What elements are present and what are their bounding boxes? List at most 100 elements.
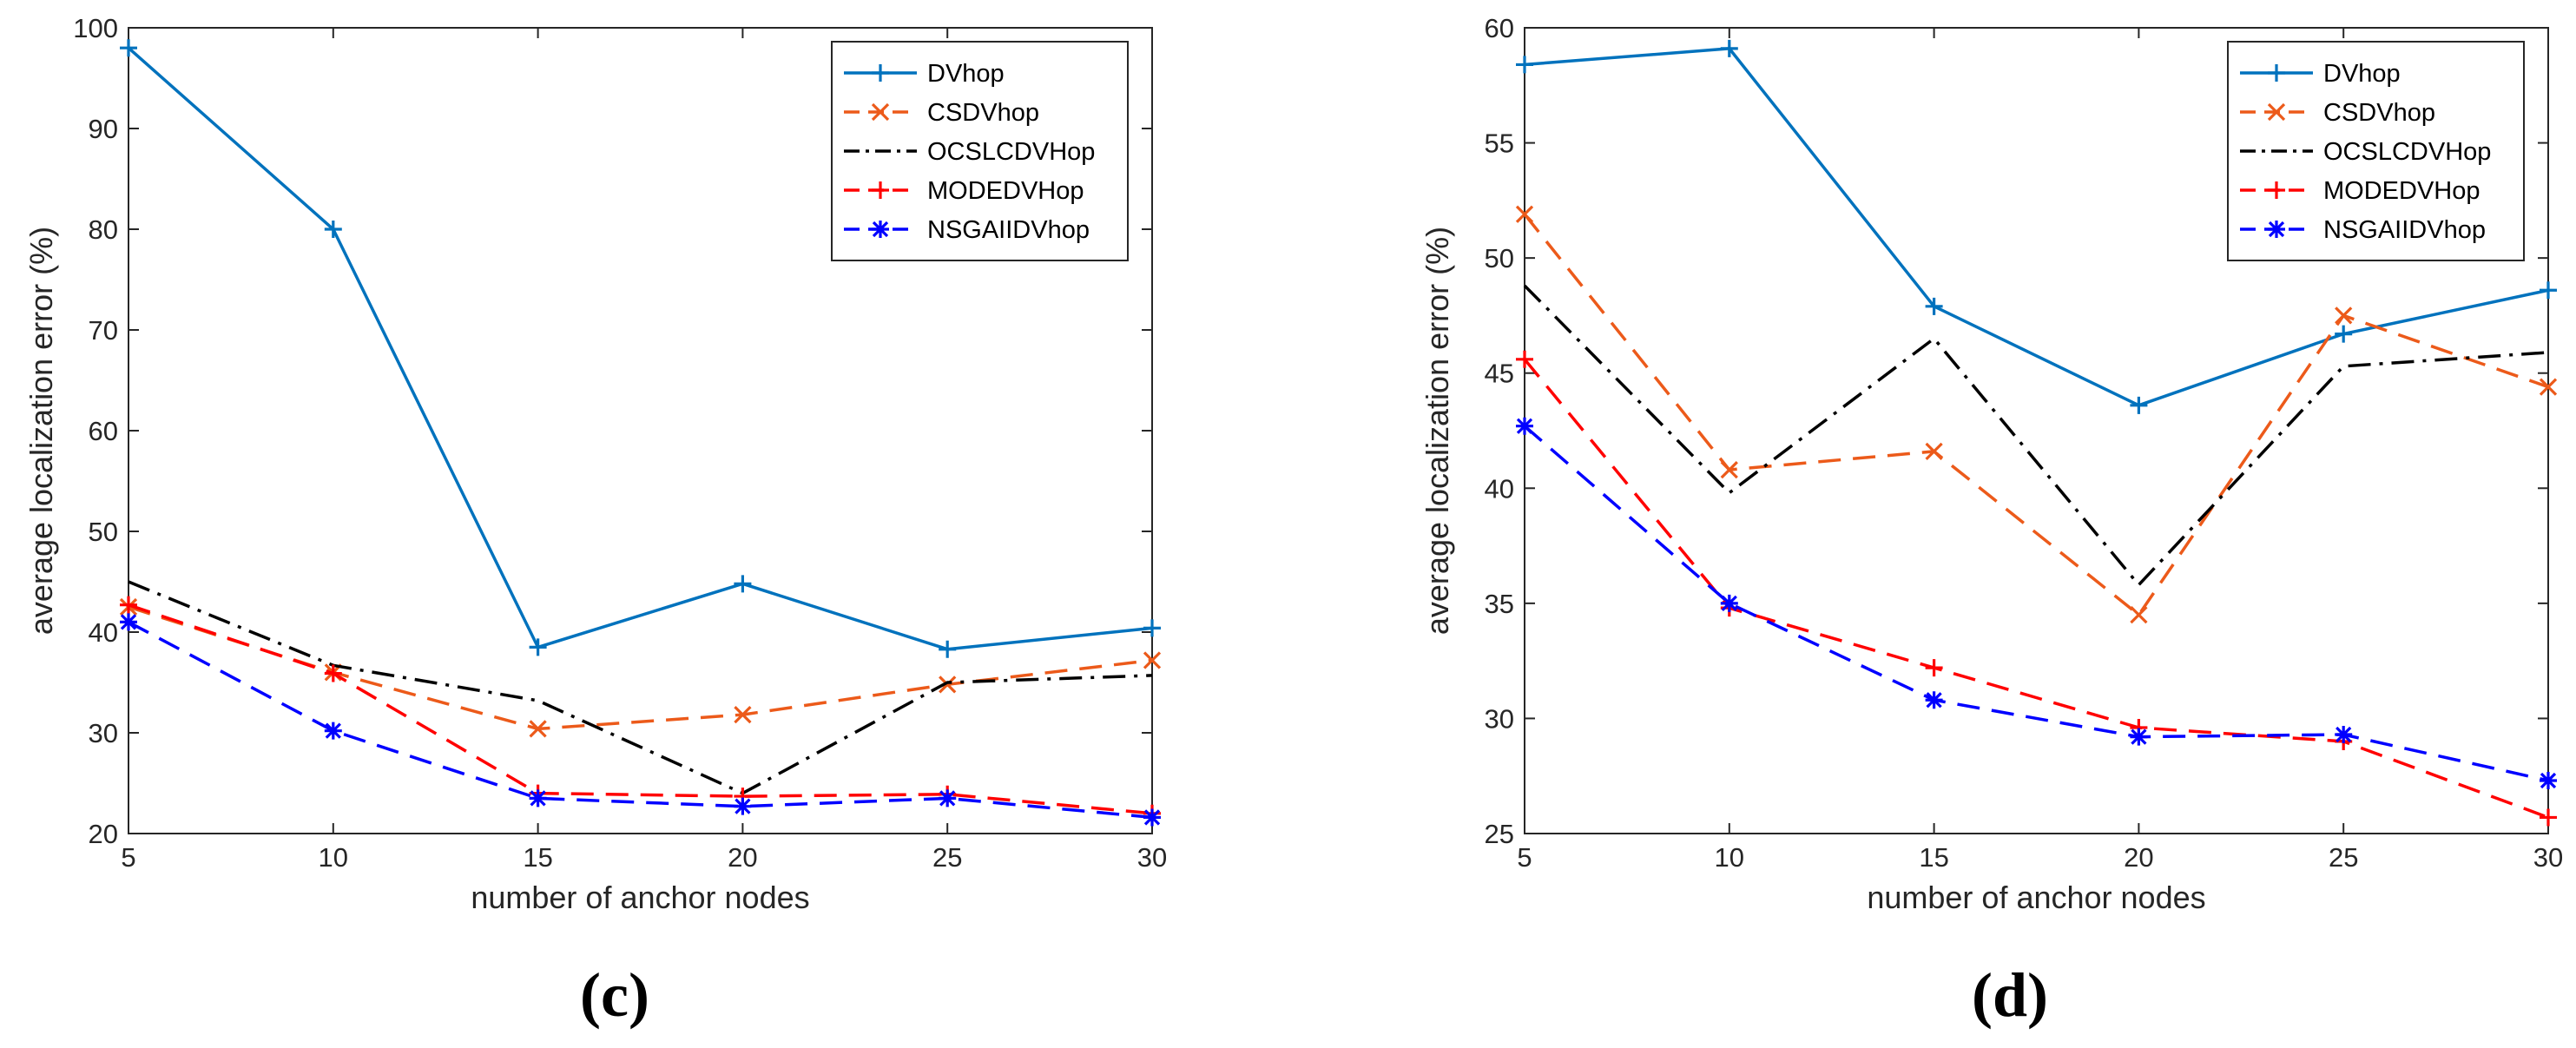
data-point-dvhop (2130, 396, 2148, 414)
data-point-csdvhop (1925, 442, 1943, 460)
y-tick-label: 40 (89, 617, 118, 648)
data-point-csdvhop (529, 720, 547, 738)
x-tick-label: 30 (1137, 842, 1167, 873)
x-tick-label: 10 (1715, 842, 1744, 873)
data-point-csdvhop (2130, 605, 2148, 624)
legend-marker-nsgaiidvhop (2268, 221, 2285, 238)
y-tick-label: 45 (1485, 359, 1514, 389)
series-line-ocslcdvhop (128, 580, 1153, 795)
series-line-nsgaiidvhop (1523, 425, 2549, 782)
data-point-dvhop (1720, 39, 1738, 57)
data-point-dvhop (2335, 325, 2353, 343)
data-point-nsgaiidvhop (939, 789, 957, 807)
y-tick-label: 30 (1485, 703, 1514, 734)
data-point-nsgaiidvhop (1925, 691, 1943, 709)
legend-marker-dvhop (872, 64, 889, 82)
series-ocslcdvhop (128, 580, 1153, 795)
data-point-modedvhop (1516, 350, 1533, 368)
data-point-dvhop (734, 575, 752, 593)
y-tick-label: 60 (1485, 13, 1514, 43)
data-point-csdvhop (2335, 306, 2353, 325)
data-point-modedvhop (1925, 659, 1943, 677)
y-tick-label: 40 (1485, 473, 1514, 504)
x-tick-label: 15 (523, 842, 552, 873)
series-nsgaiidvhop (1516, 417, 2557, 790)
series-line-modedvhop (128, 603, 1153, 815)
series-line-csdvhop (1523, 213, 2549, 616)
x-tick-label: 5 (1517, 842, 1532, 873)
data-point-csdvhop (939, 676, 957, 694)
x-tick-label: 25 (2329, 842, 2358, 873)
data-point-dvhop (2540, 281, 2557, 300)
data-point-nsgaiidvhop (324, 722, 342, 740)
y-tick-label: 100 (73, 13, 118, 43)
x-tick-label: 10 (319, 842, 348, 873)
data-point-nsgaiidvhop (2130, 728, 2148, 746)
data-point-dvhop (120, 39, 137, 57)
data-point-nsgaiidvhop (1143, 808, 1161, 827)
data-point-csdvhop (734, 705, 752, 724)
x-axis-label: number of anchor nodes (471, 880, 809, 915)
data-point-nsgaiidvhop (2540, 772, 2557, 790)
chart-panel--d-: 5 10 15 20 25 30 25 30 35 40 45 50 55 60 number of anc… (1420, 13, 2563, 1030)
data-point-csdvhop (2539, 378, 2558, 396)
y-tick-label: 35 (1485, 589, 1514, 619)
series-ocslcdvhop (1523, 284, 2549, 587)
legend-label-ocslcdvhop: OCSLCDVHop (927, 138, 1095, 166)
series-line-ocslcdvhop (1523, 284, 2549, 587)
y-tick-label: 90 (89, 114, 118, 144)
panel-caption: (d) (1972, 960, 2048, 1030)
data-point-dvhop (939, 640, 957, 658)
x-tick-label: 25 (932, 842, 962, 873)
data-point-nsgaiidvhop (1516, 417, 1533, 435)
y-tick-label: 50 (1485, 243, 1514, 274)
x-tick-label: 15 (1919, 842, 1948, 873)
x-tick-label: 20 (2124, 842, 2153, 873)
data-point-dvhop (1516, 56, 1533, 74)
data-point-dvhop (529, 638, 547, 656)
y-tick-label: 70 (89, 315, 118, 346)
legend-label-csdvhop: CSDVhop (927, 99, 1039, 127)
series-line-modedvhop (1523, 358, 2549, 820)
data-point-csdvhop (1720, 460, 1738, 479)
data-point-nsgaiidvhop (529, 789, 547, 807)
data-point-nsgaiidvhop (1720, 594, 1738, 612)
y-axis-label: average localization error (%) (23, 227, 59, 635)
legend-label-dvhop: DVhop (927, 60, 1005, 88)
data-point-nsgaiidvhop (2335, 725, 2353, 743)
legend-label-csdvhop: CSDVhop (2323, 99, 2435, 127)
chart-panel--c-: 5 10 15 20 25 30 20 30 40 50 60 70 80 90 100 number of … (23, 13, 1167, 1030)
legend-marker-nsgaiidvhop (872, 221, 889, 238)
legend-marker-modedvhop (872, 181, 889, 199)
y-tick-label: 60 (89, 416, 118, 446)
series-line-dvhop (127, 46, 1153, 651)
x-tick-label: 20 (728, 842, 757, 873)
data-point-csdvhop (1143, 651, 1162, 669)
legend-label-ocslcdvhop: OCSLCDVHop (2323, 138, 2491, 166)
series-line-nsgaiidvhop (128, 620, 1153, 820)
data-point-dvhop (1143, 619, 1161, 637)
legend: DVhop CSDVhop OCSLCDVHop MODEDVHop NSGAIIDVh… (831, 41, 1129, 261)
x-axis-label: number of anchor nodes (1867, 880, 2205, 915)
series-nsgaiidvhop (120, 613, 1161, 827)
legend-marker-modedvhop (2268, 181, 2285, 199)
y-tick-label: 50 (89, 517, 118, 547)
data-point-nsgaiidvhop (120, 613, 137, 631)
data-point-dvhop (324, 221, 342, 238)
y-tick-label: 55 (1485, 129, 1514, 159)
x-tick-label: 5 (121, 842, 135, 873)
panel-caption: (c) (580, 960, 649, 1030)
data-point-nsgaiidvhop (734, 797, 752, 815)
x-tick-label: 30 (2533, 842, 2563, 873)
series-csdvhop (1515, 205, 2558, 624)
legend-marker-csdvhop (871, 102, 890, 122)
legend-label-nsgaiidvhop: NSGAIIDVhop (927, 216, 1090, 244)
data-point-csdvhop (1515, 205, 1534, 223)
series-dvhop (120, 39, 1161, 658)
legend-label-modedvhop: MODEDVHop (2323, 177, 2480, 205)
legend-label-nsgaiidvhop: NSGAIIDVhop (2323, 216, 2486, 244)
legend-label-modedvhop: MODEDVHop (927, 177, 1084, 205)
legend: DVhop CSDVhop OCSLCDVHop MODEDVHop NSGAIIDVh… (2227, 41, 2525, 261)
y-tick-label: 80 (89, 214, 118, 245)
